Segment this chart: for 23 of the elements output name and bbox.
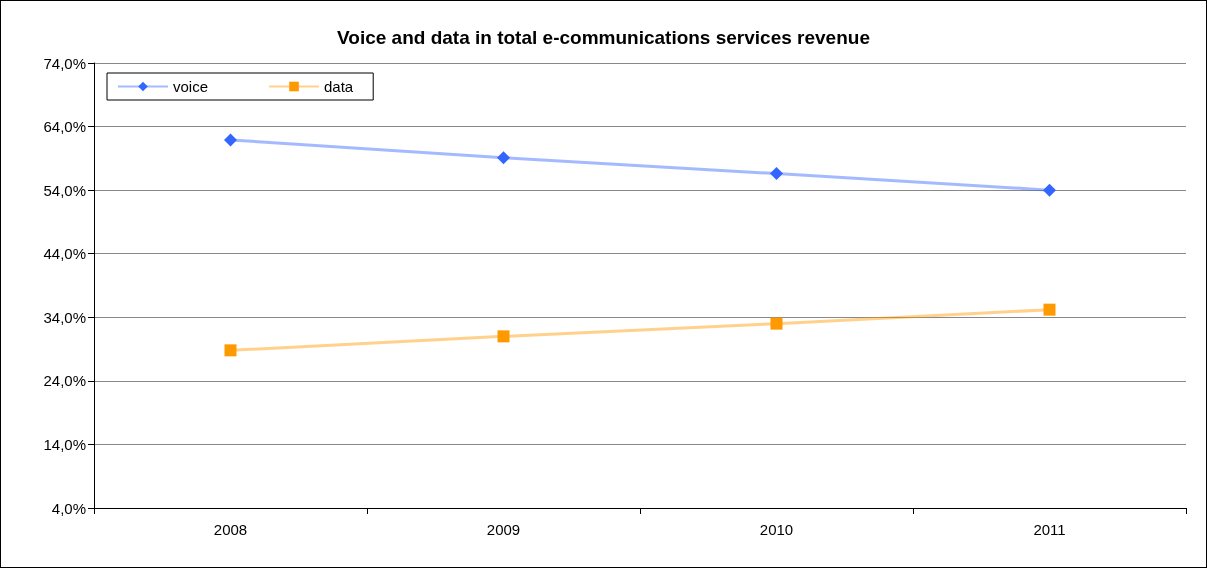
x-tick-label: 2010 (759, 521, 794, 538)
point (497, 330, 510, 343)
y-tick-label: 74,0% (43, 54, 86, 72)
point (1043, 303, 1056, 316)
x-tick-label: 2008 (213, 521, 248, 538)
point (770, 167, 783, 181)
y-tick-label: 64,0% (43, 118, 86, 136)
y-tick-label: 24,0% (43, 372, 86, 390)
legend-label: data (324, 78, 354, 95)
legend-label: voice (173, 78, 209, 95)
y-tick-label: 14,0% (43, 435, 86, 453)
point (224, 344, 237, 357)
y-tick-label: 4,0% (51, 499, 86, 517)
point (497, 151, 510, 165)
x-tick-label: 2011 (1033, 521, 1066, 538)
point (770, 317, 783, 330)
point (224, 133, 237, 147)
y-tick-label: 44,0% (43, 245, 86, 263)
chart-title: Voice and data in total e-communications services revenue (337, 27, 870, 48)
y-tick-label: 34,0% (43, 308, 86, 326)
x-tick-label: 2009 (486, 521, 521, 538)
y-tick-label: 54,0% (43, 181, 86, 199)
point (1043, 183, 1056, 197)
